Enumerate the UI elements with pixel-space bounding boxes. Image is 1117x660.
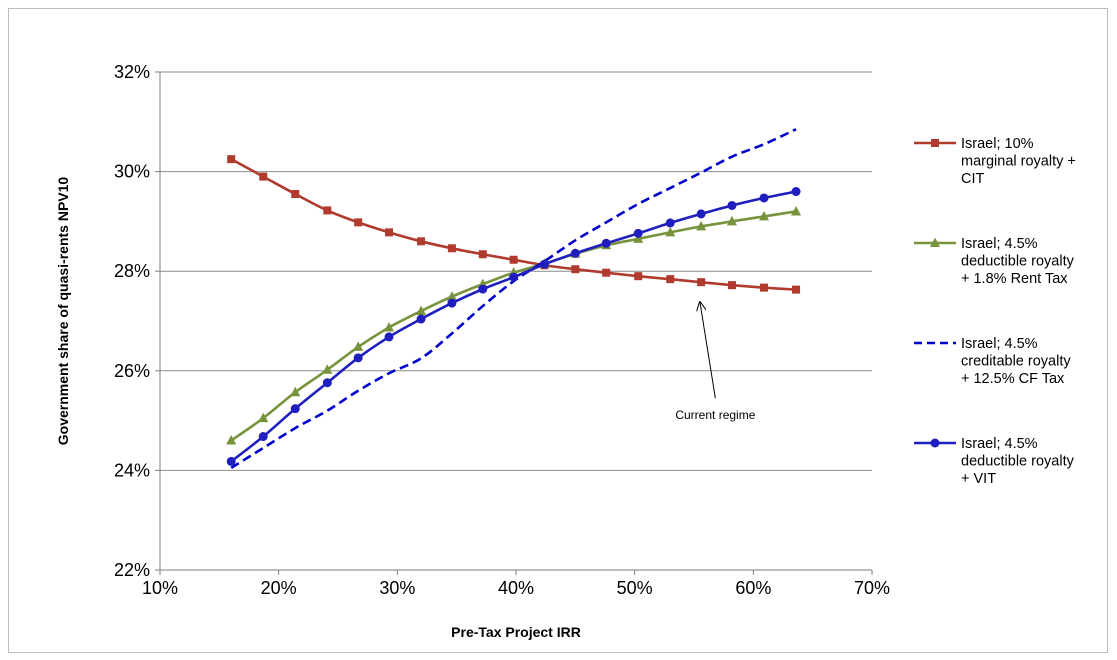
legend-label: + 1.8% Rent Tax: [961, 271, 1068, 287]
legend-label: Israel; 4.5%: [961, 436, 1038, 452]
data-point: [791, 205, 802, 216]
x-tick-label: 20%: [261, 578, 297, 598]
data-point: [666, 275, 675, 284]
legend-label: creditable royalty: [961, 354, 1071, 370]
data-point: [570, 248, 580, 258]
data-point: [290, 404, 300, 414]
data-point: [417, 237, 426, 246]
data-point: [291, 190, 300, 199]
y-tick-label: 22%: [114, 560, 150, 580]
data-point: [446, 291, 457, 301]
data-point: [665, 226, 676, 237]
annotation-arrow: [700, 302, 716, 399]
data-point: [601, 238, 611, 248]
y-tick-label: 26%: [114, 361, 150, 381]
legend-label: marginal royalty +: [961, 154, 1076, 170]
legend-item-1: Israel; 10% marginal royalty +CIT: [914, 136, 1076, 187]
data-point: [697, 278, 706, 287]
y-tick-label: 28%: [114, 261, 150, 281]
x-tick-label: 10%: [142, 578, 178, 598]
data-point: [384, 321, 395, 332]
legend-label: deductible royalty: [961, 254, 1075, 270]
data-point: [696, 220, 707, 231]
x-tick-label: 60%: [735, 578, 771, 598]
data-point: [633, 228, 643, 238]
data-point: [258, 432, 268, 442]
data-point: [447, 298, 457, 308]
series-line: [230, 210, 797, 442]
data-point: [759, 193, 769, 203]
x-axis-title: Pre-Tax Project IRR: [451, 624, 581, 640]
data-point: [727, 200, 737, 210]
legend-marker: [930, 237, 940, 247]
x-tick-label: 40%: [498, 578, 534, 598]
data-point: [322, 378, 332, 388]
data-point: [354, 218, 363, 227]
legend-label: + VIT: [961, 471, 996, 487]
annotation-label: Current regime: [675, 408, 755, 422]
legend-label: deductible royalty: [961, 454, 1075, 470]
data-point: [509, 255, 518, 264]
data-point: [760, 283, 769, 292]
data-point: [539, 259, 549, 269]
data-point: [226, 456, 236, 466]
data-point: [322, 364, 333, 374]
data-point: [385, 228, 394, 237]
legend-label: Israel; 4.5%: [961, 336, 1038, 352]
legend-item-4: Israel; 4.5% deductible royalty+ VIT: [914, 436, 1075, 487]
chart-frame: [8, 8, 1108, 653]
data-point: [259, 172, 268, 181]
legend: Israel; 10%marginal royalty +CITIsrael; …: [914, 136, 1076, 487]
legend-item-2: Israel; 4.5% deductible royalty+ 1.8% Ren…: [914, 236, 1075, 287]
data-point: [792, 285, 801, 294]
legend-label: Israel; 4.5%: [961, 236, 1038, 252]
data-point: [290, 386, 301, 397]
legend-label: CIT: [961, 171, 985, 187]
series-4: [226, 187, 801, 466]
data-point: [791, 187, 801, 197]
y-tick-label: 30%: [114, 162, 150, 182]
y-tick-label: 32%: [114, 62, 150, 82]
data-point: [633, 233, 644, 243]
data-point: [323, 206, 332, 215]
data-point: [696, 209, 706, 219]
legend-marker: [930, 438, 940, 448]
data-point: [509, 272, 519, 282]
data-point: [602, 268, 611, 277]
x-tick-label: 30%: [379, 578, 415, 598]
legend-marker: [931, 139, 939, 147]
data-point: [227, 155, 236, 164]
data-point: [226, 435, 237, 445]
gridlines: [160, 71, 872, 471]
y-tick-label: 24%: [114, 460, 150, 480]
data-point: [571, 265, 580, 274]
x-tick-label: 50%: [617, 578, 653, 598]
data-point: [353, 341, 364, 351]
legend-label: + 12.5% CF Tax: [961, 371, 1065, 387]
series-layer: [226, 128, 802, 470]
data-point: [384, 332, 394, 342]
axes: 22% 24% 26% 28% 30% 32% 10% 20% 30% 40% 50% 60% 70%: [114, 62, 890, 598]
data-point: [416, 305, 427, 316]
data-point: [759, 210, 770, 221]
data-point: [727, 281, 736, 290]
legend-label: Israel; 10%: [961, 136, 1034, 152]
data-point: [416, 314, 426, 324]
data-point: [353, 353, 363, 363]
data-point: [634, 272, 643, 281]
legend-item-3: Israel; 4.5% creditable royalty+ 12.5% CF…: [914, 336, 1071, 387]
data-point: [258, 412, 269, 423]
data-point: [478, 250, 487, 259]
annotation-layer: Current regime: [675, 302, 756, 422]
data-point: [726, 215, 737, 226]
data-point: [478, 284, 488, 294]
y-axis-title: Government share of quasi-rents NPV10: [55, 177, 71, 446]
x-tick-label: 70%: [854, 578, 890, 598]
data-point: [665, 218, 675, 228]
data-point: [447, 244, 456, 253]
